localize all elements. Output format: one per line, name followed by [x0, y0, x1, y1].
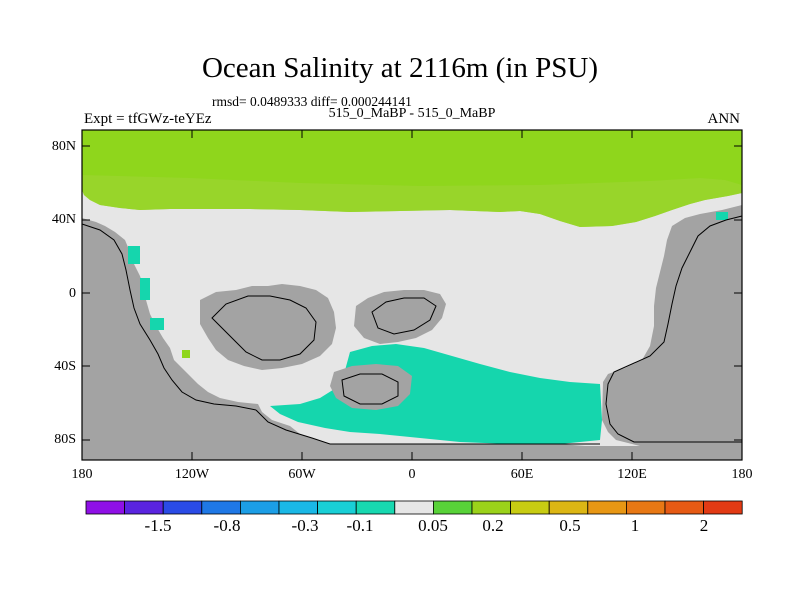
colorbar-swatch [317, 500, 357, 515]
coastline-central-west [211, 295, 317, 361]
y-tick-80n: 80N [51, 139, 76, 154]
north-east-negative-cell [716, 212, 728, 220]
x-tick-180w: 180 [71, 467, 93, 482]
colorbar-label: -1.5 [144, 516, 172, 535]
eastern-continent [602, 205, 742, 446]
colorbar-swatch [355, 500, 396, 515]
comparison-subtitle: 515_0_MaBP - 515_0_MaBP [328, 106, 496, 121]
arctic-positive-lighter [82, 175, 742, 227]
coastline-west [81, 223, 257, 411]
colorbar-swatch [471, 500, 511, 515]
colorbar-swatch [239, 500, 280, 515]
colorbar-swatch [278, 500, 318, 515]
colorbar-swatch [124, 500, 164, 515]
colorbar-label: -0.3 [291, 516, 319, 535]
experiment-label: Expt = tfGWz-teYEz [84, 111, 212, 127]
x-tick-0: 0 [408, 467, 416, 482]
west-coast-positive-cell [182, 350, 190, 358]
colorbar-swatch [432, 500, 473, 515]
west-coast-negative-cell-3 [150, 318, 164, 330]
central-continent-east [354, 290, 446, 344]
colorbar-swatch [703, 500, 743, 515]
coastline-south [255, 409, 600, 445]
west-coast-negative-cell-2 [140, 278, 150, 300]
season-label: ANN [707, 111, 741, 127]
west-coast-negative-cell-1 [128, 246, 140, 264]
colorbar-swatch [587, 500, 627, 515]
coastline-central-east [371, 297, 437, 335]
colorbar-label: 2 [699, 516, 709, 535]
colorbar-label: -0.8 [213, 516, 241, 535]
chart-title: Ocean Salinity at 2116m (in PSU) [201, 52, 599, 84]
colorbar-swatch [201, 500, 241, 515]
colorbar-label: 0.2 [482, 516, 504, 535]
colorbar-swatch [664, 500, 704, 515]
coastline-east [605, 215, 743, 443]
x-tick-60e: 60E [510, 467, 534, 482]
x-tick-120e: 120E [617, 467, 647, 482]
x-tick-180e: 180 [731, 467, 753, 482]
y-tick-40n: 40N [51, 212, 76, 227]
colorbar-label: 1 [630, 516, 640, 535]
x-tick-60w: 60W [288, 467, 316, 482]
colorbar-swatch [626, 500, 666, 515]
y-tick-40s: 40S [54, 359, 76, 374]
coastline-contours [81, 215, 743, 445]
x-tick-120w: 120W [174, 467, 210, 482]
western-continent [82, 218, 742, 460]
southern-continent [330, 364, 412, 410]
colorbar-swatch [510, 500, 550, 515]
y-tick-0: 0 [69, 286, 76, 301]
stats-subtitle: rmsd= 0.0489333 diff= 0.000244141 [212, 94, 412, 109]
colorbar-label: 0.05 [418, 516, 448, 535]
colorbar-swatch [394, 500, 434, 515]
axis-ticks [82, 130, 742, 460]
colorbar-swatch [548, 500, 589, 515]
colorbar-label: -0.1 [346, 516, 374, 535]
coastline-south-isle [341, 373, 399, 405]
colorbar-swatch [85, 500, 125, 515]
y-tick-80s: 80S [54, 432, 76, 447]
colorbar-label: 0.5 [559, 516, 581, 535]
colorbar-swatch [162, 500, 203, 515]
colorbar [85, 500, 743, 515]
